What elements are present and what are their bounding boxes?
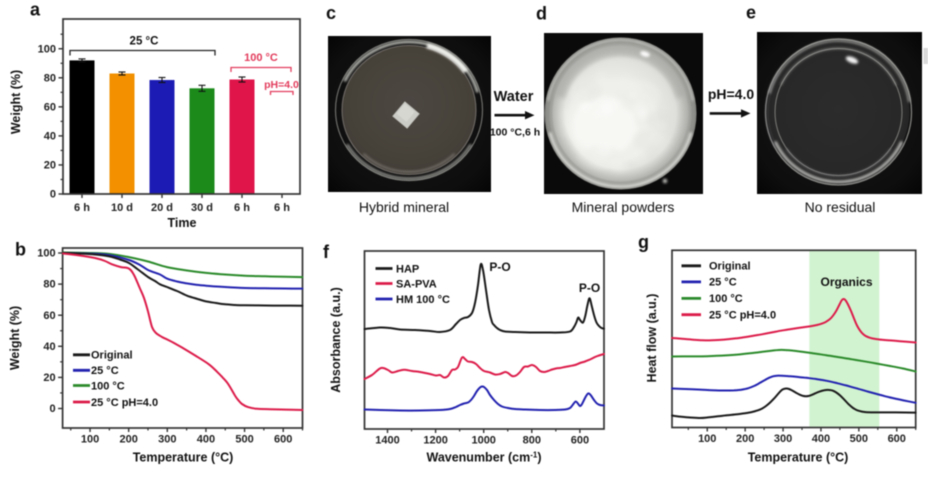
svg-text:pH=4.0: pH=4.0 xyxy=(708,86,755,102)
svg-text:Wavenumber (cm-1): Wavenumber (cm-1) xyxy=(426,451,541,465)
svg-text:100 °C: 100 °C xyxy=(709,293,743,305)
svg-text:40: 40 xyxy=(44,131,56,143)
svg-text:Hybrid mineral: Hybrid mineral xyxy=(359,199,449,215)
svg-text:20 d: 20 d xyxy=(151,202,173,214)
svg-text:500: 500 xyxy=(850,433,868,445)
svg-text:Water: Water xyxy=(494,89,534,105)
svg-text:Organics: Organics xyxy=(820,275,872,289)
svg-text:c: c xyxy=(326,3,336,23)
svg-text:20: 20 xyxy=(43,372,55,384)
svg-text:200: 200 xyxy=(736,433,754,445)
svg-text:1200: 1200 xyxy=(423,435,447,447)
svg-text:100: 100 xyxy=(37,248,55,260)
svg-text:100 °C: 100 °C xyxy=(91,380,125,392)
svg-text:Original: Original xyxy=(709,261,751,273)
svg-text:200: 200 xyxy=(119,434,137,446)
svg-text:Temperature (°C): Temperature (°C) xyxy=(748,451,849,465)
svg-text:25 °C: 25 °C xyxy=(91,365,119,377)
svg-text:b: b xyxy=(15,240,26,260)
svg-text:30 d: 30 d xyxy=(191,202,213,214)
svg-text:400: 400 xyxy=(812,433,830,445)
svg-text:a: a xyxy=(30,0,41,20)
svg-text:80: 80 xyxy=(44,72,56,84)
svg-text:600: 600 xyxy=(571,435,589,447)
svg-text:Time: Time xyxy=(168,216,197,230)
svg-text:20: 20 xyxy=(44,160,56,172)
svg-text:pH=4.0: pH=4.0 xyxy=(264,79,299,91)
svg-text:300: 300 xyxy=(774,433,792,445)
svg-text:Mineral powders: Mineral powders xyxy=(572,199,675,215)
svg-text:0: 0 xyxy=(49,403,55,415)
svg-text:100: 100 xyxy=(698,433,716,445)
svg-text:6 h: 6 h xyxy=(274,202,290,214)
svg-text:6 h: 6 h xyxy=(74,202,90,214)
svg-text:g: g xyxy=(638,232,649,252)
svg-text:25 °C: 25 °C xyxy=(709,277,737,289)
svg-text:100 °C: 100 °C xyxy=(244,52,278,64)
svg-text:d: d xyxy=(536,4,547,24)
svg-text:Absorbance (a.u.): Absorbance (a.u.) xyxy=(329,287,343,393)
svg-text:40: 40 xyxy=(43,341,55,353)
svg-text:6 h: 6 h xyxy=(234,202,250,214)
svg-text:f: f xyxy=(323,242,330,262)
svg-text:400: 400 xyxy=(197,434,215,446)
svg-text:Original: Original xyxy=(91,350,133,362)
svg-text:Temperature (°C): Temperature (°C) xyxy=(133,451,234,465)
svg-text:100: 100 xyxy=(81,434,99,446)
svg-text:1000: 1000 xyxy=(471,435,495,447)
svg-text:Heat flow (a.u.): Heat flow (a.u.) xyxy=(645,294,659,383)
svg-text:P-O: P-O xyxy=(579,281,600,295)
svg-text:0: 0 xyxy=(50,189,56,201)
svg-text:No residual: No residual xyxy=(805,199,876,215)
svg-text:e: e xyxy=(746,3,756,23)
svg-text:P-O: P-O xyxy=(489,260,510,274)
svg-text:25 °C pH=4.0: 25 °C pH=4.0 xyxy=(91,397,158,409)
svg-text:100: 100 xyxy=(38,43,56,55)
svg-text:100 °C,6 h: 100 °C,6 h xyxy=(490,127,540,139)
svg-text:500: 500 xyxy=(235,434,253,446)
svg-text:10 d: 10 d xyxy=(111,202,133,214)
svg-text:HM 100 °C: HM 100 °C xyxy=(396,294,450,306)
svg-text:Weight (%): Weight (%) xyxy=(9,70,23,134)
svg-text:25 °C pH=4.0: 25 °C pH=4.0 xyxy=(709,310,776,322)
svg-text:60: 60 xyxy=(44,101,56,113)
svg-text:80: 80 xyxy=(43,279,55,291)
svg-text:600: 600 xyxy=(274,434,292,446)
svg-text:800: 800 xyxy=(523,435,541,447)
svg-text:SA-PVA: SA-PVA xyxy=(396,278,437,290)
svg-text:Weight (%): Weight (%) xyxy=(8,306,22,370)
svg-text:60: 60 xyxy=(43,310,55,322)
svg-text:1400: 1400 xyxy=(375,435,399,447)
svg-text:25 °C: 25 °C xyxy=(130,36,159,48)
svg-text:600: 600 xyxy=(888,433,906,445)
svg-text:300: 300 xyxy=(158,434,176,446)
svg-text:HAP: HAP xyxy=(396,263,419,275)
